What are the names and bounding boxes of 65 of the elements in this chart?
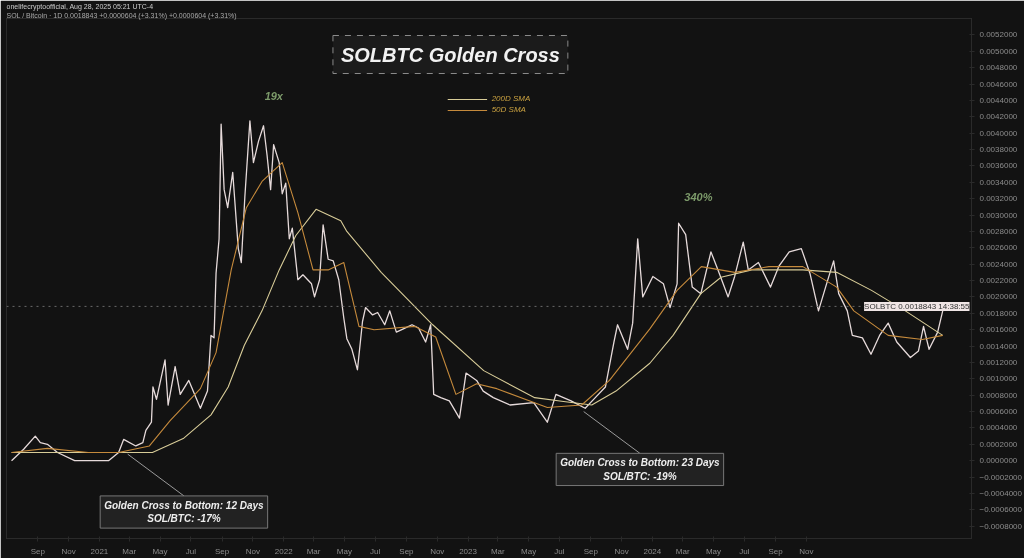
y-tick-label: −0.0008000	[979, 521, 1023, 531]
y-tick-label: 0.0038000	[979, 145, 1018, 155]
x-tick-label: Sep	[583, 546, 599, 556]
x-tick-label: Sep	[215, 546, 230, 556]
x-tick-label: Nov	[61, 546, 76, 556]
x-tick-label: Sep	[30, 546, 46, 556]
x-tick-label: Sep	[399, 546, 415, 556]
y-tick-label: 0.0050000	[979, 46, 1018, 56]
x-tick-label: Jul	[370, 546, 381, 556]
x-tick-label: Sep	[768, 546, 784, 556]
x-tick-label: Nov	[614, 546, 629, 556]
x-tick-label: Mar	[490, 546, 506, 556]
x-tick-label: 2024	[643, 546, 662, 556]
y-tick-label: 0.0024000	[979, 259, 1018, 269]
annotation: 19x	[264, 89, 284, 102]
x-tick-label: May	[336, 546, 352, 556]
annotation: Golden Cross to Bottom: 12 Days SOL/BTC: -17%	[104, 499, 265, 525]
text: SOLBTC Golden Cross	[340, 43, 560, 66]
y-tick-label: 0.0046000	[979, 79, 1018, 89]
y-tick-label: 0.0030000	[979, 210, 1018, 220]
y-tick-label: 0.0006000	[979, 407, 1018, 417]
x-tick-label: May	[152, 546, 168, 556]
y-tick-label: −0.0006000	[979, 505, 1023, 515]
y-tick-label: 0.0026000	[979, 243, 1018, 253]
x-tick-label: 2023	[459, 546, 478, 556]
y-tick-label: 0.0018000	[979, 308, 1018, 318]
x-tick-label: Jul	[739, 546, 750, 556]
annotation: Golden Cross to Bottom: 23 Days SOL/BTC: -19%	[560, 457, 721, 482]
y-tick-label: 0.0010000	[979, 374, 1018, 384]
y-tick-label: 0.0036000	[979, 161, 1018, 171]
y-tick-label: 0.0032000	[979, 194, 1018, 204]
y-tick-label: 0.0020000	[979, 292, 1018, 302]
x-tick-label: Mar	[306, 546, 321, 556]
legend-label: 50D SMA	[491, 105, 526, 114]
annotation: 340%	[684, 191, 713, 204]
x-tick-label: Nov	[799, 546, 814, 556]
x-tick-label: Mar	[675, 546, 690, 556]
y-tick-label: 0.0014000	[979, 341, 1018, 351]
x-tick-label: Nov	[245, 546, 261, 556]
ref-line-label: SOLBTC 0.0018843 14:38:55	[864, 301, 971, 311]
y-tick-label: 0.0034000	[979, 177, 1018, 187]
x-tick-label: Jul	[185, 546, 197, 556]
y-tick-label: 0.0040000	[979, 128, 1018, 138]
y-tick-label: 0.0042000	[979, 112, 1018, 122]
y-tick-label: 0.0008000	[979, 390, 1018, 400]
x-tick-label: 2022	[274, 546, 294, 556]
y-tick-label: 0.0016000	[979, 325, 1018, 335]
y-tick-label: 0.0004000	[979, 423, 1018, 433]
x-tick-label: 2021	[90, 546, 109, 556]
x-tick-label: May	[521, 546, 537, 556]
x-tick-label: Mar	[122, 546, 137, 556]
y-tick-label: 0.0000000	[979, 456, 1018, 466]
y-tick-label: 0.0028000	[979, 226, 1018, 236]
y-tick-label: −0.0004000	[979, 488, 1023, 498]
legend-label: 200D SMA	[491, 94, 531, 103]
x-tick-label: Jul	[554, 546, 565, 556]
y-tick-label: 0.0002000	[979, 439, 1018, 449]
x-tick-label: May	[705, 546, 722, 556]
x-tick-label: Nov	[430, 546, 445, 556]
y-tick-label: 0.0048000	[979, 63, 1018, 73]
y-tick-label: 0.0052000	[979, 30, 1018, 40]
y-tick-label: 0.0012000	[979, 357, 1018, 367]
y-tick-label: 0.0044000	[979, 95, 1018, 105]
y-tick-label: −0.0002000	[979, 472, 1023, 482]
y-tick-label: 0.0022000	[979, 276, 1018, 286]
